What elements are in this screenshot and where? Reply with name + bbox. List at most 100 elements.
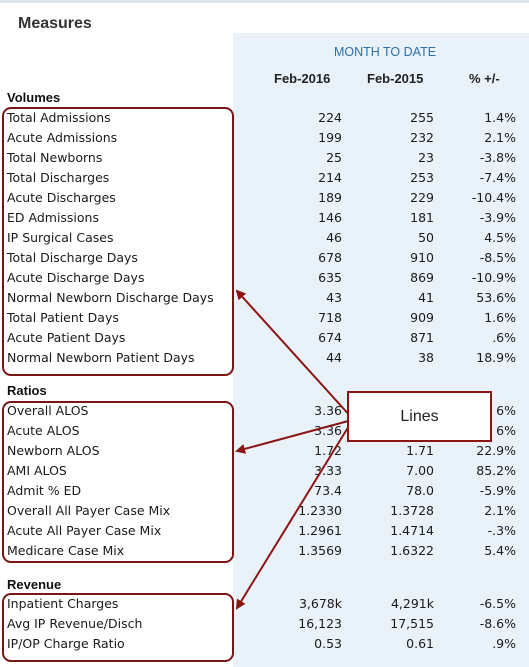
value-feb-2016: 146 bbox=[318, 210, 342, 225]
value-feb-2016: 1.2330 bbox=[298, 503, 342, 518]
percent-change: -10.4% bbox=[471, 190, 516, 205]
value-feb-2016: 635 bbox=[318, 270, 342, 285]
percent-change: -10.9% bbox=[471, 270, 516, 285]
percent-change: -7.4% bbox=[479, 170, 516, 185]
arrow-to-ratios bbox=[235, 419, 353, 454]
measure-label: Avg IP Revenue/Disch bbox=[7, 616, 143, 631]
value-feb-2016: 44 bbox=[326, 350, 342, 365]
percent-change: -6.5% bbox=[479, 596, 516, 611]
value-feb-2016: 46 bbox=[326, 230, 342, 245]
value-feb-2015: 50 bbox=[418, 230, 434, 245]
value-feb-2016: 43 bbox=[326, 290, 342, 305]
table-row: Total Newborns 25 23 -3.8% bbox=[0, 148, 529, 168]
table-row: Acute ALOS 3.36 6% bbox=[0, 421, 529, 441]
value-feb-2015: 229 bbox=[410, 190, 434, 205]
percent-change: .9% bbox=[492, 636, 516, 651]
percent-change: 2.1% bbox=[484, 503, 516, 518]
table-row: Acute Discharge Days 635 869 -10.9% bbox=[0, 268, 529, 288]
value-feb-2015: 38 bbox=[418, 350, 434, 365]
value-feb-2015: 1.71 bbox=[406, 443, 434, 458]
measure-label: Total Admissions bbox=[7, 110, 111, 125]
value-feb-2016: 0.53 bbox=[314, 636, 342, 651]
table-row: IP Surgical Cases 46 50 4.5% bbox=[0, 228, 529, 248]
value-feb-2015: 255 bbox=[410, 110, 434, 125]
percent-change: 85.2% bbox=[476, 463, 516, 478]
percent-change: 1.6% bbox=[484, 310, 516, 325]
value-feb-2015: 78.0 bbox=[406, 483, 434, 498]
measure-label: Total Discharge Days bbox=[7, 250, 138, 265]
table-row: Overall All Payer Case Mix 1.2330 1.3728 2.… bbox=[0, 501, 529, 521]
measure-label: Acute Discharge Days bbox=[7, 270, 145, 285]
top-border bbox=[0, 0, 529, 3]
percent-change: 18.9% bbox=[476, 350, 516, 365]
value-feb-2016: 3.36 bbox=[314, 403, 342, 418]
value-feb-2016: 189 bbox=[318, 190, 342, 205]
value-feb-2016: 1.2961 bbox=[298, 523, 342, 538]
percent-change: .6% bbox=[492, 330, 516, 345]
percent-change: 53.6% bbox=[476, 290, 516, 305]
percent-change: -3.9% bbox=[479, 210, 516, 225]
percent-change: 22.9% bbox=[476, 443, 516, 458]
table-row: IP/OP Charge Ratio 0.53 0.61 .9% bbox=[0, 634, 529, 654]
section-title-volumes: Volumes bbox=[7, 90, 61, 105]
percent-change: 5.4% bbox=[484, 543, 516, 558]
value-feb-2015: 1.4714 bbox=[390, 523, 434, 538]
value-feb-2016: 674 bbox=[318, 330, 342, 345]
measure-label: Overall All Payer Case Mix bbox=[7, 503, 171, 518]
table-row: Admit % ED 73.4 78.0 -5.9% bbox=[0, 481, 529, 501]
measure-label: ED Admissions bbox=[7, 210, 99, 225]
measure-label: Acute All Payer Case Mix bbox=[7, 523, 162, 538]
value-feb-2016: 16,123 bbox=[298, 616, 342, 631]
volumes-highlight-box bbox=[2, 107, 234, 376]
value-feb-2015: 909 bbox=[410, 310, 434, 325]
value-feb-2016: 3.33 bbox=[314, 463, 342, 478]
value-feb-2015: 7.00 bbox=[406, 463, 434, 478]
percent-change: -.3% bbox=[487, 523, 516, 538]
measure-label: Medicare Case Mix bbox=[7, 543, 125, 558]
revenue-highlight-box bbox=[2, 593, 234, 662]
section-title-revenue: Revenue bbox=[7, 577, 62, 592]
measure-label: Inpatient Charges bbox=[7, 596, 119, 611]
value-feb-2015: 1.3728 bbox=[390, 503, 434, 518]
measure-label: Acute Admissions bbox=[7, 130, 118, 145]
table-row: Normal Newborn Patient Days 44 38 18.9% bbox=[0, 348, 529, 368]
month-to-date-panel bbox=[233, 33, 529, 667]
percent-change: -8.6% bbox=[479, 616, 516, 631]
value-feb-2015: 253 bbox=[410, 170, 434, 185]
page-title: Measures bbox=[18, 15, 92, 32]
measure-label: Normal Newborn Patient Days bbox=[7, 350, 195, 365]
lines-callout: Lines bbox=[347, 391, 492, 442]
table-row: Normal Newborn Discharge Days 43 41 53.6% bbox=[0, 288, 529, 308]
value-feb-2016: 25 bbox=[326, 150, 342, 165]
section-title-ratios: Ratios bbox=[7, 383, 47, 398]
table-row: Overall ALOS 3.36 6% bbox=[0, 401, 529, 421]
percent-change: -5.9% bbox=[479, 483, 516, 498]
column-header-prior: Feb-2015 bbox=[367, 71, 424, 86]
value-feb-2015: 41 bbox=[418, 290, 434, 305]
period-header: MONTH TO DATE bbox=[333, 45, 437, 59]
value-feb-2015: 1.6322 bbox=[390, 543, 434, 558]
measure-label: Acute Patient Days bbox=[7, 330, 126, 345]
value-feb-2016: 214 bbox=[318, 170, 342, 185]
value-feb-2016: 73.4 bbox=[314, 483, 342, 498]
table-row: Total Patient Days 718 909 1.6% bbox=[0, 308, 529, 328]
table-row: Total Admissions 224 255 1.4% bbox=[0, 108, 529, 128]
value-feb-2015: 232 bbox=[410, 130, 434, 145]
measure-label: IP Surgical Cases bbox=[7, 230, 114, 245]
percent-change: -3.8% bbox=[479, 150, 516, 165]
value-feb-2015: 181 bbox=[410, 210, 434, 225]
measure-label: IP/OP Charge Ratio bbox=[7, 636, 125, 651]
value-feb-2016: 718 bbox=[318, 310, 342, 325]
percent-change: 4.5% bbox=[484, 230, 516, 245]
column-header-percent-change: % +/- bbox=[469, 71, 500, 86]
percent-change: 1.4% bbox=[484, 110, 516, 125]
table-row: AMI ALOS 3.33 7.00 85.2% bbox=[0, 461, 529, 481]
value-feb-2015: 23 bbox=[418, 150, 434, 165]
value-feb-2016: 678 bbox=[318, 250, 342, 265]
ratios-highlight-box bbox=[2, 401, 234, 563]
arrow-to-revenue bbox=[235, 420, 353, 610]
value-feb-2015: 910 bbox=[410, 250, 434, 265]
value-feb-2015: 871 bbox=[410, 330, 434, 345]
measure-label: Newborn ALOS bbox=[7, 443, 100, 458]
measure-label: Total Discharges bbox=[7, 170, 110, 185]
